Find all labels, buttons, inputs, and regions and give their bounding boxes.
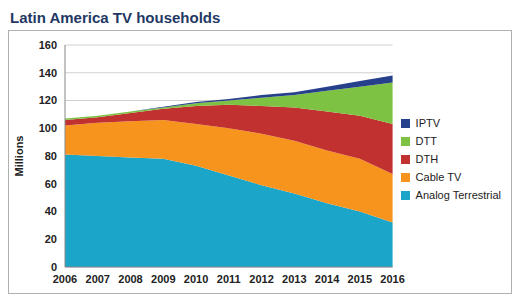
svg-text:2007: 2007 [86, 273, 110, 285]
svg-text:2010: 2010 [184, 273, 208, 285]
html-text:DTH: DTH [415, 153, 439, 165]
svg-text:160: 160 [39, 39, 57, 51]
html-text:IPTV: IPTV [415, 117, 440, 129]
svg-text:0: 0 [51, 261, 57, 273]
html-text:Latin America TV households: Latin America TV households [10, 9, 221, 26]
svg-text:2013: 2013 [282, 273, 306, 285]
svg-text:2016: 2016 [380, 273, 404, 285]
svg-text:2006: 2006 [53, 273, 77, 285]
svg-text:40: 40 [45, 205, 57, 217]
svg-text:60: 60 [45, 178, 57, 190]
svg-text:2011: 2011 [217, 273, 241, 285]
svg-text:80: 80 [45, 150, 57, 162]
svg-text:120: 120 [39, 94, 57, 106]
html-text:Analog Terrestrial: Analog Terrestrial [415, 189, 501, 201]
svg-text:2009: 2009 [151, 273, 175, 285]
html-text:Cable TV: Cable TV [415, 171, 462, 183]
svg-text:Millions: Millions [13, 136, 25, 177]
svg-text:2008: 2008 [118, 273, 142, 285]
svg-text:140: 140 [39, 67, 57, 79]
svg-text:2012: 2012 [249, 273, 273, 285]
svg-text:2014: 2014 [315, 273, 340, 285]
svg-text:20: 20 [45, 233, 57, 245]
svg-text:2015: 2015 [348, 273, 372, 285]
html-text:DTT: DTT [415, 135, 437, 147]
svg-text:100: 100 [39, 122, 57, 134]
